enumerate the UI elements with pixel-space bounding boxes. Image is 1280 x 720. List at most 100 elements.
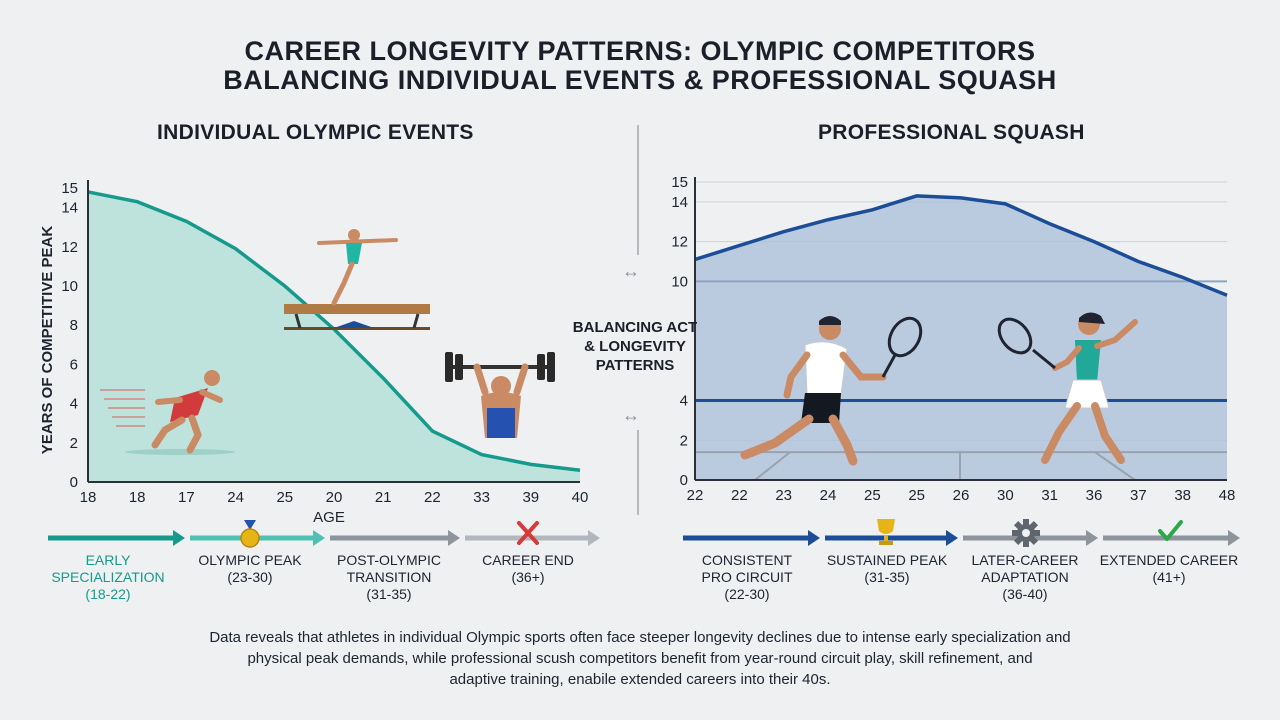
check-stroke bbox=[1158, 520, 1183, 541]
y-tick-label: 12 bbox=[61, 239, 78, 256]
footnote-line: Data reveals that athletes in individual… bbox=[209, 629, 1071, 646]
y-tick-label: 10 bbox=[671, 273, 688, 290]
player-top bbox=[1075, 340, 1101, 382]
career-stage-line: SPECIALIZATION bbox=[51, 569, 165, 585]
x-tick-label: 48 bbox=[1219, 487, 1236, 504]
career-stage-line: ADAPTATION bbox=[981, 569, 1069, 585]
y-tick-label: 14 bbox=[61, 200, 78, 217]
beam-leg bbox=[412, 313, 420, 329]
career-stage-line: EXTENDED CAREER bbox=[1099, 552, 1239, 568]
squash-series-line bbox=[694, 194, 1228, 297]
beam-base bbox=[284, 327, 430, 330]
cross-strokes bbox=[517, 521, 539, 545]
timeline-arrow-head bbox=[946, 530, 958, 546]
x-tick-label: 25 bbox=[908, 487, 925, 504]
barbell-plate bbox=[537, 354, 545, 380]
y-tick-label: 14 bbox=[671, 194, 688, 211]
center-label-line: BALANCING ACT bbox=[572, 319, 698, 336]
lifter-head bbox=[491, 376, 511, 396]
player-hair bbox=[819, 316, 841, 325]
gear-icon bbox=[1012, 519, 1040, 547]
career-stage-line: (36-40) bbox=[1002, 586, 1048, 602]
timeline-arrow-head bbox=[588, 530, 600, 546]
medal-disc bbox=[240, 528, 260, 548]
footnote-line: physical peak demands, while professiona… bbox=[247, 650, 1033, 667]
career-stage-line: PRO CIRCUIT bbox=[701, 569, 793, 585]
y-tick-label: 0 bbox=[70, 474, 78, 491]
panel-divider-bottom bbox=[637, 430, 639, 515]
runner-illustration bbox=[100, 370, 235, 455]
y-tick-label: 10 bbox=[61, 278, 78, 295]
balance-beam bbox=[284, 304, 430, 314]
x-tick-label: 23 bbox=[775, 487, 792, 504]
career-stage-timelines bbox=[48, 519, 1240, 548]
squash-racket bbox=[887, 316, 923, 358]
x-tick-label: 18 bbox=[80, 489, 97, 506]
main-title-line-1: CAREER LONGEVITY PATTERNS: OLYMPIC COMPE… bbox=[244, 36, 1036, 66]
male-squash-player-illustration bbox=[740, 316, 923, 466]
panel-divider-top bbox=[637, 125, 639, 255]
x-tick-label: 26 bbox=[953, 487, 970, 504]
trophy-base bbox=[879, 541, 893, 545]
player-arm bbox=[1094, 319, 1138, 349]
player-leg bbox=[1041, 402, 1081, 464]
lifter-singlet bbox=[487, 408, 515, 438]
racket-handle bbox=[1032, 348, 1056, 370]
timeline-arrow-head bbox=[1086, 530, 1098, 546]
center-label-line: PATTERNS bbox=[595, 357, 675, 374]
lifter-arms bbox=[473, 363, 529, 396]
y-tick-label: 15 bbox=[671, 174, 688, 191]
y-tick-label: 4 bbox=[680, 393, 688, 410]
career-stage-label: LATER-CAREER ADAPTATION (36-40) bbox=[945, 552, 1105, 603]
x-axis-label: AGE bbox=[313, 509, 345, 526]
player-leg bbox=[740, 414, 814, 460]
medal-icon bbox=[240, 520, 260, 548]
barbell-plate bbox=[445, 352, 453, 382]
career-stage-line: OLYMPIC PEAK bbox=[198, 552, 302, 568]
barbell-plate bbox=[455, 354, 463, 380]
x-tick-label: 22 bbox=[731, 487, 748, 504]
y-axis-label: YEARS OF COMPETITIVE PEAK bbox=[39, 226, 56, 455]
career-stage-line: CAREER END bbox=[482, 552, 574, 568]
career-stage-line: EARLY bbox=[85, 552, 131, 568]
y-tick-label: 8 bbox=[70, 317, 78, 334]
gymnast-leg bbox=[331, 261, 355, 306]
gymnast-illustration bbox=[284, 229, 430, 330]
career-stage-label: SUSTAINED PEAK (31-35) bbox=[807, 552, 967, 586]
player-arm bbox=[1052, 345, 1082, 371]
career-stage-label: OLYMPIC PEAK (23-30) bbox=[170, 552, 330, 586]
timeline-arrow-head bbox=[313, 530, 325, 546]
trophy-icon bbox=[877, 519, 895, 545]
career-stage-line: (41+) bbox=[1152, 569, 1186, 585]
timeline-arrow-head bbox=[173, 530, 185, 546]
racket-handle bbox=[881, 354, 897, 378]
runner-shadow bbox=[125, 449, 235, 455]
y-tick-label: 2 bbox=[680, 432, 688, 449]
x-tick-label: 25 bbox=[864, 487, 881, 504]
runner-arm bbox=[199, 389, 223, 403]
career-stage-line: (18-22) bbox=[85, 586, 131, 602]
olympic-area-fill bbox=[88, 191, 580, 483]
medal-ribbon bbox=[244, 520, 256, 530]
court-line bbox=[1094, 451, 1136, 481]
runner-leg bbox=[186, 414, 202, 454]
career-stage-line: (22-30) bbox=[724, 586, 770, 602]
x-tick-label: 30 bbox=[997, 487, 1014, 504]
check-icon bbox=[1158, 520, 1183, 541]
gymnast-arms bbox=[317, 238, 398, 245]
x-tick-label: 37 bbox=[1130, 487, 1147, 504]
y-tick-label: 4 bbox=[70, 396, 78, 413]
runner-arm bbox=[155, 397, 183, 405]
x-tick-label: 22 bbox=[687, 487, 704, 504]
player-hair bbox=[1079, 312, 1105, 324]
center-balancing-label: BALANCING ACT & LONGEVITY PATTERNS bbox=[560, 318, 710, 375]
x-tick-label: 40 bbox=[572, 489, 589, 506]
barbell-plate bbox=[547, 352, 555, 382]
court-line bbox=[754, 451, 791, 481]
runner-leg bbox=[151, 416, 186, 449]
player-leg bbox=[1091, 402, 1125, 464]
x-tick-label: 31 bbox=[1041, 487, 1058, 504]
gymnast-head bbox=[348, 229, 360, 241]
x-tick-label: 38 bbox=[1174, 487, 1191, 504]
